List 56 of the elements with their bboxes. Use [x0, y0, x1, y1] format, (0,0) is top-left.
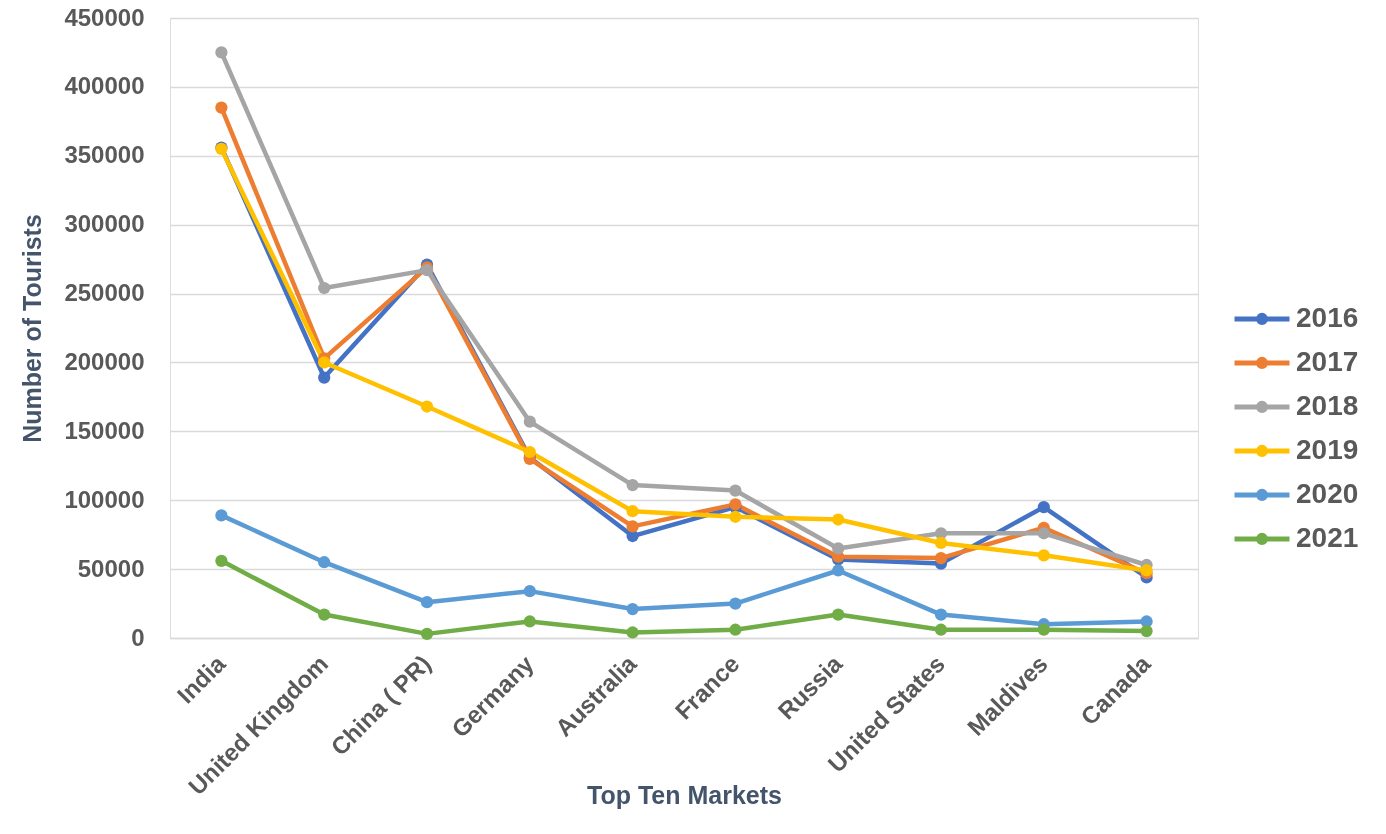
legend-label: 2019: [1296, 433, 1359, 465]
point: [832, 542, 845, 555]
point: [1037, 501, 1050, 514]
point: [729, 597, 742, 610]
point: [523, 615, 536, 628]
point: [215, 46, 228, 59]
point: [832, 564, 845, 577]
point: [934, 623, 948, 636]
legend-label: 2017: [1296, 345, 1359, 377]
point: [318, 371, 331, 384]
point: [729, 484, 742, 497]
legend-label: 2020: [1296, 477, 1359, 509]
point: [318, 556, 331, 569]
y-tick-label: 0: [131, 623, 145, 651]
point: [729, 623, 742, 636]
point: [1037, 527, 1050, 540]
point: [523, 415, 536, 428]
point: [1037, 623, 1050, 636]
point: [318, 608, 331, 621]
point: [626, 520, 639, 533]
point: [215, 554, 228, 567]
point: [523, 445, 536, 459]
point: [626, 626, 639, 639]
point: [215, 101, 228, 114]
point: [626, 602, 639, 616]
y-tick-label: 250000: [64, 279, 145, 307]
point: [729, 510, 742, 523]
point: [832, 513, 845, 526]
y-tick-label: 300000: [64, 210, 145, 238]
point: [1037, 549, 1050, 562]
y-tick-label: 200000: [64, 347, 145, 375]
point: [318, 281, 331, 295]
legend-label: 2016: [1296, 301, 1359, 333]
legend-label: 2021: [1296, 521, 1359, 553]
y-tick-label: 400000: [64, 72, 145, 100]
point: [420, 400, 434, 413]
y-tick-label: 50000: [77, 554, 145, 582]
point: [626, 505, 639, 518]
y-tick-label: 450000: [64, 3, 145, 31]
point: [832, 608, 845, 621]
point: [318, 356, 331, 369]
y-tick-label: 150000: [64, 416, 145, 444]
point: [420, 627, 434, 640]
point: [523, 585, 536, 598]
point: [626, 478, 639, 492]
point: [215, 509, 228, 522]
point: [934, 551, 948, 565]
y-tick-label: 100000: [64, 485, 145, 513]
point: [934, 608, 948, 621]
point: [1140, 625, 1153, 638]
legend-label: 2018: [1296, 389, 1359, 421]
point: [934, 536, 948, 550]
point: [420, 596, 434, 609]
y-tick-label: 350000: [64, 141, 145, 169]
y-axis-title: Number of Tourists: [18, 214, 47, 443]
x-axis-title: Top Ten Markets: [587, 781, 782, 810]
